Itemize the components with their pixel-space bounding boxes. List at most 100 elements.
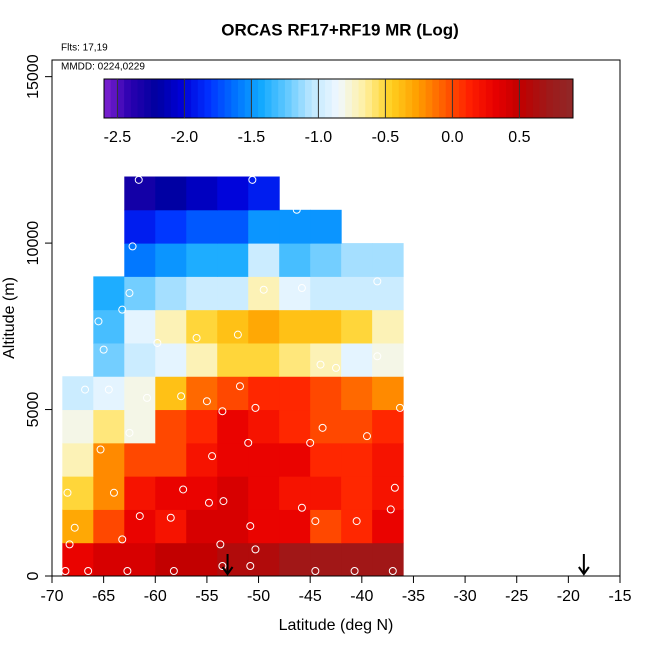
observation-point [96,445,105,454]
colorbar-step [425,79,433,118]
colorbar-step [271,79,279,118]
colorbar-step [184,79,192,118]
heatmap-cell [248,176,280,211]
heatmap-cell [124,409,156,444]
colorbar-step [512,79,520,118]
heatmap-cell [186,409,218,444]
heatmap-cell [248,476,280,510]
heatmap-cell [186,376,218,411]
heatmap-cell [341,442,373,477]
colorbar-step [311,79,319,118]
observation-point [216,540,225,549]
x-tick-label: -15 [608,588,631,605]
heatmap-cell [279,409,311,444]
observation-point [311,567,320,576]
heatmap-cell [310,509,342,544]
observation-point [202,397,211,406]
observation-point [244,438,253,447]
colorbar-step [398,79,406,118]
colorbar-step [485,79,494,118]
x-tick-label: -25 [505,588,528,605]
colorbar-step [465,79,473,118]
observation-point [99,345,108,354]
observation-point [311,517,320,526]
colorbar-step [539,79,547,118]
heatmap-cell [124,442,156,477]
heatmap-cell [310,243,342,277]
heatmap-cell [372,243,404,277]
heatmap-cell [93,309,125,344]
colorbar-step [224,79,232,118]
colorbar-step [392,79,400,118]
heatmap-cell [341,276,373,311]
x-tick-label: -60 [144,588,167,605]
colorbar-step [325,79,333,118]
observation-point [123,567,132,576]
colorbar-step [117,79,125,118]
observation-point [390,483,399,492]
x-tick-label: -70 [40,588,63,605]
colorbar-tick-label: -2.5 [104,129,132,146]
heatmap-cell [186,476,218,510]
colorbar-step [418,79,427,118]
heatmap-cell [124,342,156,377]
observation-point [169,567,178,576]
colorbar-step [238,79,246,118]
heatmap-cell [217,342,249,377]
colorbar-step [144,79,152,118]
observation-point [352,517,361,526]
colorbar-step [164,79,172,118]
observation-point [316,360,325,369]
colorbar-step [479,79,487,118]
heatmap-cell [155,409,187,444]
observation-point [235,382,244,391]
observation-point [318,423,327,432]
observation-point [94,317,103,326]
colorbar-tick-label: -0.5 [372,129,400,146]
observation-point [292,205,301,214]
observation-point [388,567,397,576]
heatmap-cell [124,309,156,344]
colorbar-step [499,79,507,118]
heatmap-cell [93,409,125,444]
heatmap-cell [62,409,94,444]
colorbar-step [104,79,112,118]
colorbar-step [137,79,145,118]
colorbar-step [532,79,540,118]
heatmap-cell [62,542,94,577]
heatmap-cell [279,209,311,244]
heatmap-cell [62,442,94,477]
heatmap-cell [93,542,125,577]
x-tick-label: -45 [299,588,322,605]
observation-point [297,503,306,512]
observation-point [153,338,162,347]
heatmap-cell [310,376,342,411]
colorbar-step [432,79,440,118]
y-tick-label: 5000 [25,392,42,428]
heatmap-cell [124,209,156,244]
observation-point [63,488,72,497]
colorbar-step [318,79,326,118]
observation-point [396,403,405,412]
colorbar-step [472,79,480,118]
colorbar-step [552,79,561,118]
heatmap-cell [217,509,249,544]
colorbar-step [244,79,252,118]
heatmap-cell [93,276,125,311]
observation-point [166,513,175,522]
heatmap-cell [155,209,187,244]
heatmap-cell [124,542,156,577]
observation-point [179,485,188,494]
heatmap-cell [217,243,249,277]
colorbar-step [251,79,259,118]
colorbar-step [130,79,138,118]
heatmap-cell [310,276,342,311]
heatmap-cell [155,342,187,377]
chart-title: ORCAS RF17+RF19 MR (Log) [221,20,459,39]
x-tick-label: -50 [247,588,270,605]
heatmap-cell [341,476,373,510]
heatmap-cell [279,309,311,344]
heatmap-cell [124,176,156,211]
colorbar-step [124,79,132,118]
